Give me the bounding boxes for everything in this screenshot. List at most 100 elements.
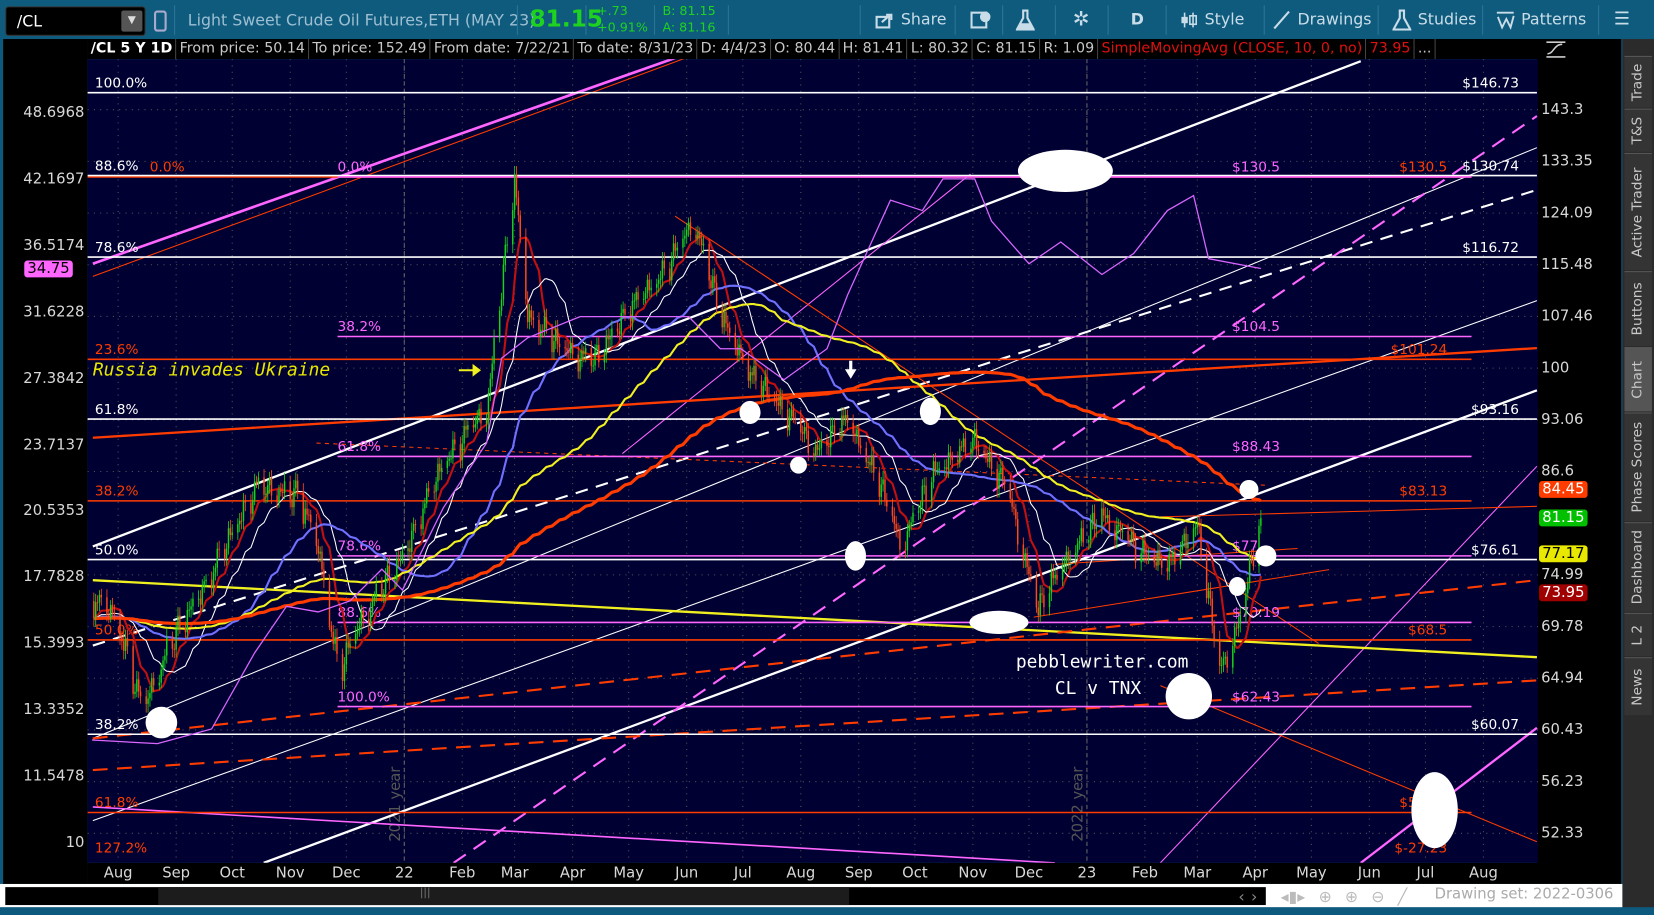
candle-body <box>541 329 544 331</box>
candle-body <box>504 244 507 265</box>
style-label: Style <box>1204 9 1245 29</box>
candle-icon <box>1181 12 1197 27</box>
candle-body <box>674 243 677 251</box>
time-axis-label: Aug <box>1468 864 1498 882</box>
candle-body <box>854 433 856 436</box>
symbol-selector[interactable]: /CL ▼ <box>5 6 146 36</box>
candle-body <box>556 328 559 344</box>
sidebar-tab-news[interactable]: News <box>1624 657 1652 716</box>
candle-body <box>631 300 634 322</box>
share-button[interactable]: Share <box>875 0 947 39</box>
candle-body <box>727 323 729 328</box>
candle-body <box>205 579 207 582</box>
candle-body <box>1205 554 1208 599</box>
patterns-button[interactable]: Patterns <box>1496 0 1586 39</box>
company-profile-button[interactable] <box>970 0 997 39</box>
price-chart[interactable]: 2021 year 2022 year 0.0% $130.5 23.6% $101.24… <box>87 59 1538 863</box>
studies-button[interactable]: Studies <box>1391 0 1476 39</box>
candle-body <box>829 425 832 448</box>
zoom-in-icon[interactable]: ⊕ <box>1344 887 1359 907</box>
candle-body <box>882 479 884 485</box>
symbol-period[interactable]: /CL 5 Y 1D <box>88 39 177 60</box>
candle-body <box>152 678 155 686</box>
candle-body <box>147 698 149 704</box>
candle-body <box>947 452 950 470</box>
candle-body <box>1041 593 1043 596</box>
candle-body <box>699 232 701 239</box>
more-studies-button[interactable]: ... <box>1415 39 1436 60</box>
candle-body <box>474 424 477 428</box>
candle-body <box>1116 525 1118 541</box>
sma-20-line <box>93 249 1262 673</box>
symbol-input[interactable]: /CL <box>16 11 43 31</box>
aggregation-button[interactable]: D <box>1130 9 1144 29</box>
drawing-tool-icon[interactable]: ╱ <box>1397 887 1408 907</box>
fib-pink-pct-label: 61.8% <box>338 439 382 455</box>
candle-body <box>192 598 194 607</box>
sidebar-tab-active-trader[interactable]: Active Trader <box>1624 152 1652 271</box>
study-toggle-icon[interactable] <box>1543 40 1568 59</box>
candle-body <box>590 348 593 366</box>
settings-button[interactable]: ✲ <box>1073 0 1090 39</box>
fib-pink-pct-label: 78.6% <box>338 539 382 555</box>
candle-body <box>1237 623 1240 629</box>
candle-body <box>100 594 103 598</box>
scroll-left-icon[interactable]: ‹ <box>1238 887 1245 907</box>
right-price-axis[interactable] <box>1536 39 1622 884</box>
chevron-down-icon[interactable]: ▼ <box>121 10 143 32</box>
highlight-ellipse <box>969 610 1029 634</box>
study-label[interactable]: SimpleMovingAvg (CLOSE, 10, 0, no) <box>1098 39 1367 60</box>
candle-body <box>841 415 843 437</box>
study-value: 73.95 <box>1367 39 1415 60</box>
time-axis[interactable]: Aug Sep Oct Nov Dec 22 Feb Mar Apr May Jun Jul Aug Se… <box>87 862 1538 884</box>
year-label: 2022 year <box>1070 766 1087 842</box>
fib-white-price-label: $76.61 <box>1471 542 1519 558</box>
candle-body <box>1065 551 1068 564</box>
fit-icon[interactable]: ◂▮▸ <box>1280 887 1306 907</box>
candle-body <box>996 468 998 489</box>
candle-body <box>871 455 873 466</box>
from-price: From price: 50.14 <box>176 39 310 60</box>
candle-body <box>317 545 319 554</box>
time-axis-label: Nov <box>958 864 988 882</box>
left-price-axis[interactable] <box>3 39 88 884</box>
candle-body <box>930 482 933 502</box>
sidebar-tab-phase-scores[interactable]: Phase Scores <box>1624 412 1652 522</box>
sidebar-tab-buttons[interactable]: Buttons <box>1624 271 1652 346</box>
trend-line <box>92 59 685 277</box>
candle-body <box>828 445 830 448</box>
sidebar-tab-t-s[interactable]: T&S <box>1624 108 1652 152</box>
candle-body <box>1056 575 1058 580</box>
scroll-right-icon[interactable]: › <box>1251 887 1258 907</box>
from-date: From date: 7/22/21 <box>431 39 575 60</box>
candle-body <box>296 480 299 492</box>
candle-body <box>945 467 948 470</box>
sidebar-tab-trade[interactable]: Trade <box>1624 55 1652 108</box>
candle-body <box>644 293 647 299</box>
drawing-set-selector[interactable]: Drawing set: 2022-0306 <box>1434 886 1614 903</box>
crosshair-icon[interactable]: ⊕ <box>1318 887 1332 907</box>
candle-body <box>224 549 226 559</box>
candle-body <box>938 468 940 471</box>
zoom-out-icon[interactable]: ⊖ <box>1371 887 1385 907</box>
sidebar-tab-chart[interactable]: Chart <box>1624 347 1652 412</box>
candle-body <box>1088 540 1090 543</box>
style-button[interactable]: Style <box>1179 0 1244 39</box>
scrollbar-thumb[interactable]: ||| <box>158 887 850 906</box>
candle-body <box>820 439 823 449</box>
candle-body <box>596 344 598 350</box>
drawings-button[interactable]: Drawings <box>1272 0 1372 39</box>
candle-body <box>897 528 899 531</box>
candle-body <box>175 629 177 650</box>
candle-body <box>139 691 142 697</box>
link-icon[interactable] <box>154 10 167 32</box>
fib-white-pct-label: 88.6% <box>95 158 139 174</box>
time-axis-label: May <box>613 864 644 882</box>
highlight-ellipse <box>1411 772 1458 849</box>
candle-body <box>766 376 768 396</box>
sidebar-tab-dashboard[interactable]: Dashboard <box>1624 522 1652 612</box>
fib-pink-price-label: $130.5 <box>1232 160 1280 176</box>
menu-button[interactable]: ☰ <box>1614 0 1630 39</box>
flask-button[interactable] <box>1015 0 1041 39</box>
sidebar-tab-l-2[interactable]: L 2 <box>1624 612 1652 657</box>
